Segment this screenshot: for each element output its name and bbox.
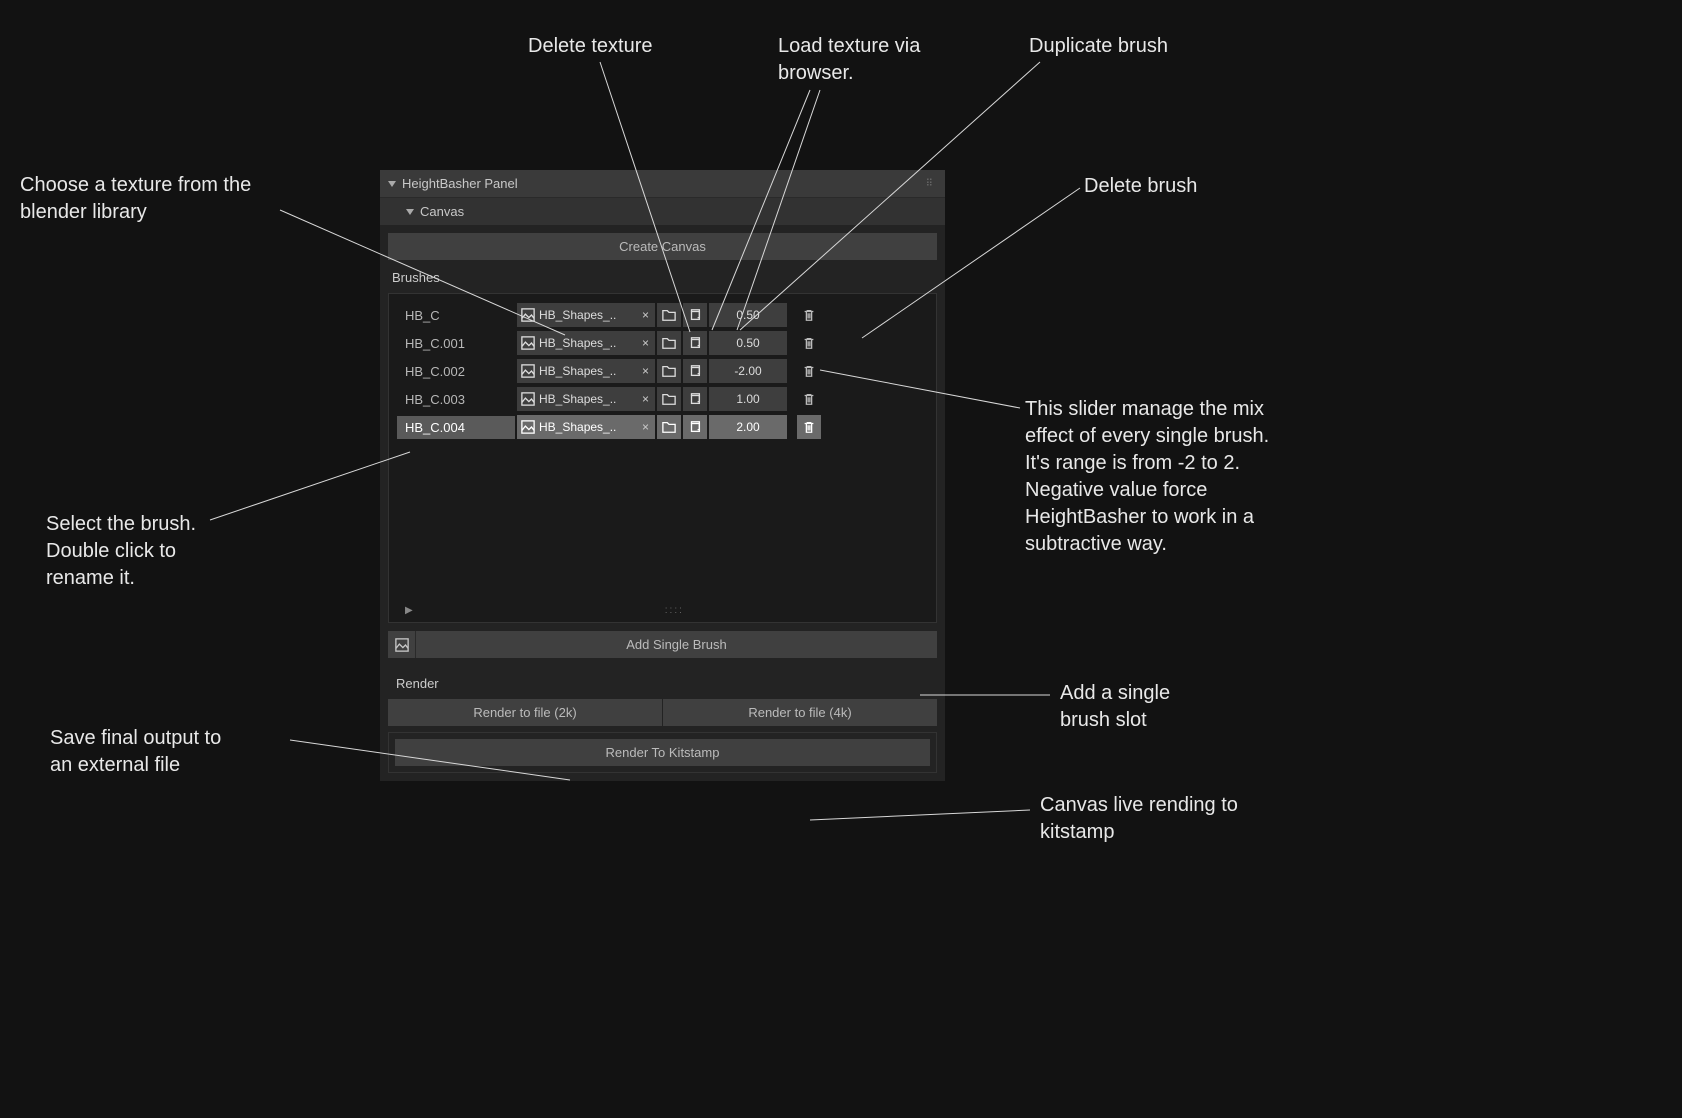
delete-texture-icon[interactable]: ×	[640, 336, 651, 350]
panel-header[interactable]: HeightBasher Panel ⠿	[380, 170, 945, 198]
texture-field[interactable]: HB_Shapes_.. ×	[517, 387, 655, 411]
canvas-header[interactable]: Canvas	[380, 198, 945, 225]
brush-name[interactable]: HB_C.004	[397, 416, 515, 439]
mix-value-slider[interactable]: 0.50	[709, 331, 787, 355]
brush-name[interactable]: HB_C.003	[397, 388, 515, 411]
annotation-duplicate-brush: Duplicate brush	[1029, 33, 1168, 60]
delete-texture-icon[interactable]: ×	[640, 308, 651, 322]
panel-title: HeightBasher Panel	[402, 176, 518, 191]
create-canvas-button[interactable]: Create Canvas	[388, 233, 937, 260]
play-icon[interactable]: ▶	[405, 605, 413, 616]
list-footer: ▶ ::::	[389, 605, 936, 616]
delete-texture-icon[interactable]: ×	[640, 392, 651, 406]
annotation-save-output: Save final output to an external file	[50, 725, 221, 779]
annotation-live-render: Canvas live rending to kitstamp	[1040, 792, 1238, 846]
delete-texture-icon[interactable]: ×	[640, 364, 651, 378]
render-to-file-4k-button[interactable]: Render to file (4k)	[663, 699, 937, 726]
folder-icon[interactable]	[657, 331, 681, 355]
trash-icon[interactable]	[797, 387, 821, 411]
texture-name: HB_Shapes_..	[539, 308, 636, 322]
render-to-kitstamp-button[interactable]: Render To Kitstamp	[395, 739, 930, 766]
texture-field[interactable]: HB_Shapes_.. ×	[517, 303, 655, 327]
duplicate-icon[interactable]	[683, 415, 707, 439]
trash-icon[interactable]	[797, 359, 821, 383]
duplicate-icon[interactable]	[683, 331, 707, 355]
brush-name[interactable]: HB_C	[397, 304, 515, 327]
canvas-label: Canvas	[420, 204, 464, 219]
brush-row[interactable]: HB_C.004 HB_Shapes_.. × 2.00	[397, 414, 928, 440]
brush-list: HB_CHB_Shapes_..×0.50HB_C.001HB_Shapes_.…	[388, 293, 937, 623]
texture-name: HB_Shapes_..	[539, 336, 636, 350]
brush-name[interactable]: HB_C.001	[397, 332, 515, 355]
brush-row[interactable]: HB_C.003 HB_Shapes_.. × 1.00	[397, 386, 928, 412]
image-icon	[388, 631, 416, 658]
texture-field[interactable]: HB_Shapes_.. ×	[517, 415, 655, 439]
grip-icon: ⠿	[926, 178, 935, 189]
brushes-label: Brushes	[388, 260, 937, 293]
texture-name: HB_Shapes_..	[539, 364, 636, 378]
brush-row[interactable]: HB_C.002 HB_Shapes_.. × -2.00	[397, 358, 928, 384]
drag-handle-icon[interactable]: ::::	[665, 605, 684, 616]
brush-name[interactable]: HB_C.002	[397, 360, 515, 383]
annotation-slider: This slider manage the mix effect of eve…	[1025, 396, 1269, 558]
texture-name: HB_Shapes_..	[539, 420, 636, 434]
delete-texture-icon[interactable]: ×	[640, 420, 651, 434]
chevron-down-icon	[388, 181, 396, 187]
heightbasher-panel: HeightBasher Panel ⠿ Canvas Create Canva…	[380, 170, 945, 781]
mix-value-slider[interactable]: 2.00	[709, 415, 787, 439]
annotation-delete-brush: Delete brush	[1084, 173, 1197, 200]
brush-row[interactable]: HB_C.001 HB_Shapes_.. × 0.50	[397, 330, 928, 356]
chevron-down-icon	[406, 209, 414, 215]
annotation-choose-texture: Choose a texture from the blender librar…	[20, 172, 251, 226]
texture-field[interactable]: HB_Shapes_.. ×	[517, 331, 655, 355]
duplicate-icon[interactable]	[683, 303, 707, 327]
render-to-file-2k-button[interactable]: Render to file (2k)	[388, 699, 662, 726]
texture-field[interactable]: HB_Shapes_.. ×	[517, 359, 655, 383]
texture-name: HB_Shapes_..	[539, 392, 636, 406]
annotation-select-brush: Select the brush. Double click to rename…	[46, 511, 196, 592]
folder-icon[interactable]	[657, 415, 681, 439]
mix-value-slider[interactable]: -2.00	[709, 359, 787, 383]
annotation-load-texture: Load texture via browser.	[778, 33, 920, 87]
trash-icon[interactable]	[797, 303, 821, 327]
folder-icon[interactable]	[657, 359, 681, 383]
mix-value-slider[interactable]: 1.00	[709, 387, 787, 411]
annotation-delete-texture: Delete texture	[528, 33, 653, 60]
folder-icon[interactable]	[657, 387, 681, 411]
render-label: Render	[388, 668, 937, 699]
duplicate-icon[interactable]	[683, 359, 707, 383]
mix-value-slider[interactable]: 0.50	[709, 303, 787, 327]
add-single-brush-button[interactable]: Add Single Brush	[416, 631, 937, 658]
trash-icon[interactable]	[797, 331, 821, 355]
duplicate-icon[interactable]	[683, 387, 707, 411]
folder-icon[interactable]	[657, 303, 681, 327]
trash-icon[interactable]	[797, 415, 821, 439]
brush-row[interactable]: HB_C HB_Shapes_.. × 0.50	[397, 302, 928, 328]
annotation-add-single: Add a single brush slot	[1060, 680, 1170, 734]
